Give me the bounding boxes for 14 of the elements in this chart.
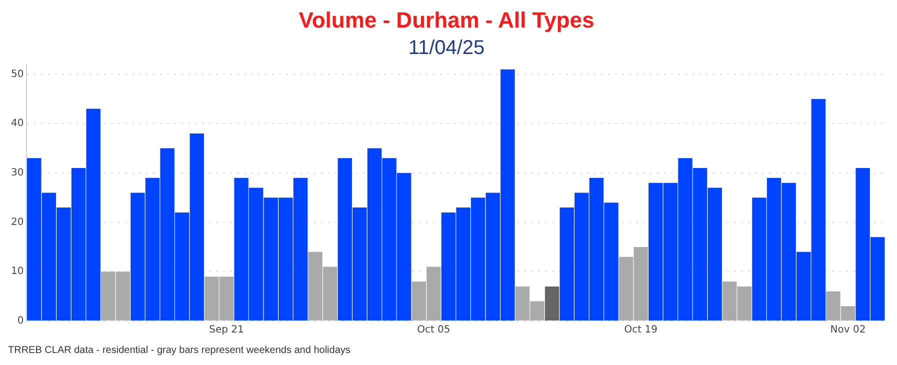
- x-tick-label: Oct 19: [624, 324, 658, 336]
- text: TRREB CLAR data - residential - gray bars represent weekends and holidays: [8, 344, 350, 356]
- chart-title: Volume - Durham - All Types: [298, 7, 594, 32]
- x-tick-label: Oct 05: [417, 324, 450, 336]
- y-tick-label: 10: [10, 266, 24, 278]
- bar: [544, 286, 560, 320]
- y-tick-label: 20: [10, 216, 24, 228]
- y-tick-label: 40: [10, 118, 24, 130]
- y-tick-label: 30: [10, 168, 24, 179]
- y-tick-label: 0: [17, 316, 24, 327]
- y-tick-label: 50: [10, 68, 24, 80]
- x-tick-label: Sep 21: [209, 324, 244, 336]
- chart-subtitle: 11/04/25: [408, 36, 485, 59]
- x-tick-label: Nov 02: [830, 324, 866, 336]
